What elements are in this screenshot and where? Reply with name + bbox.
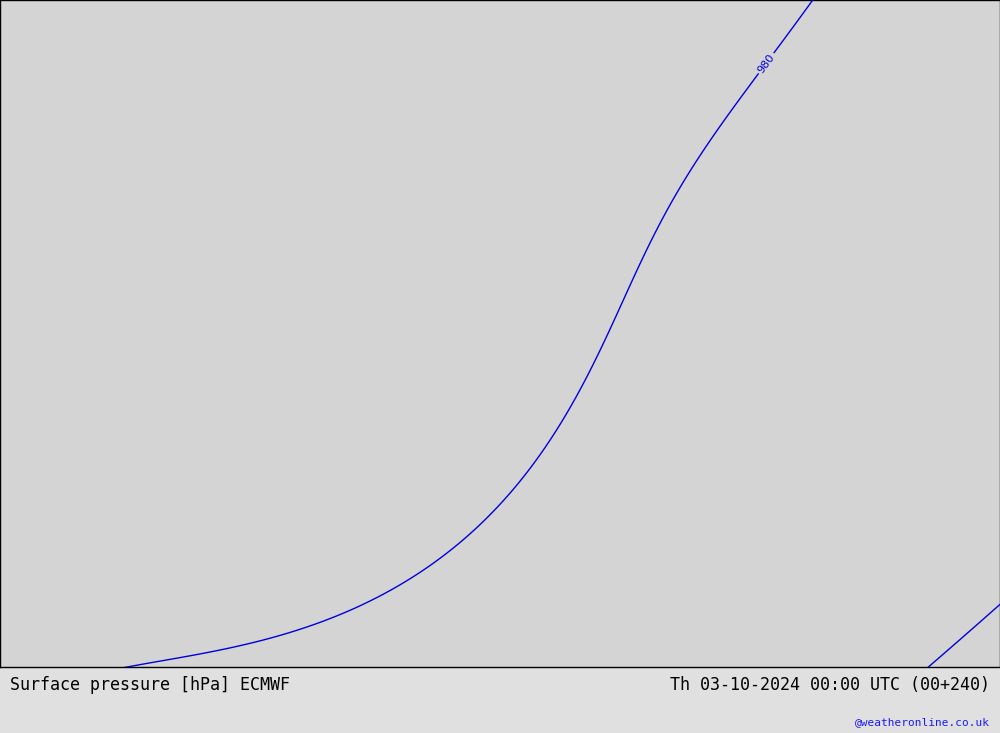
Text: 980: 980	[756, 52, 777, 75]
Text: Surface pressure [hPa] ECMWF: Surface pressure [hPa] ECMWF	[10, 677, 290, 694]
Text: @weatheronline.co.uk: @weatheronline.co.uk	[855, 717, 990, 727]
Text: Th 03-10-2024 00:00 UTC (00+240): Th 03-10-2024 00:00 UTC (00+240)	[670, 677, 990, 694]
